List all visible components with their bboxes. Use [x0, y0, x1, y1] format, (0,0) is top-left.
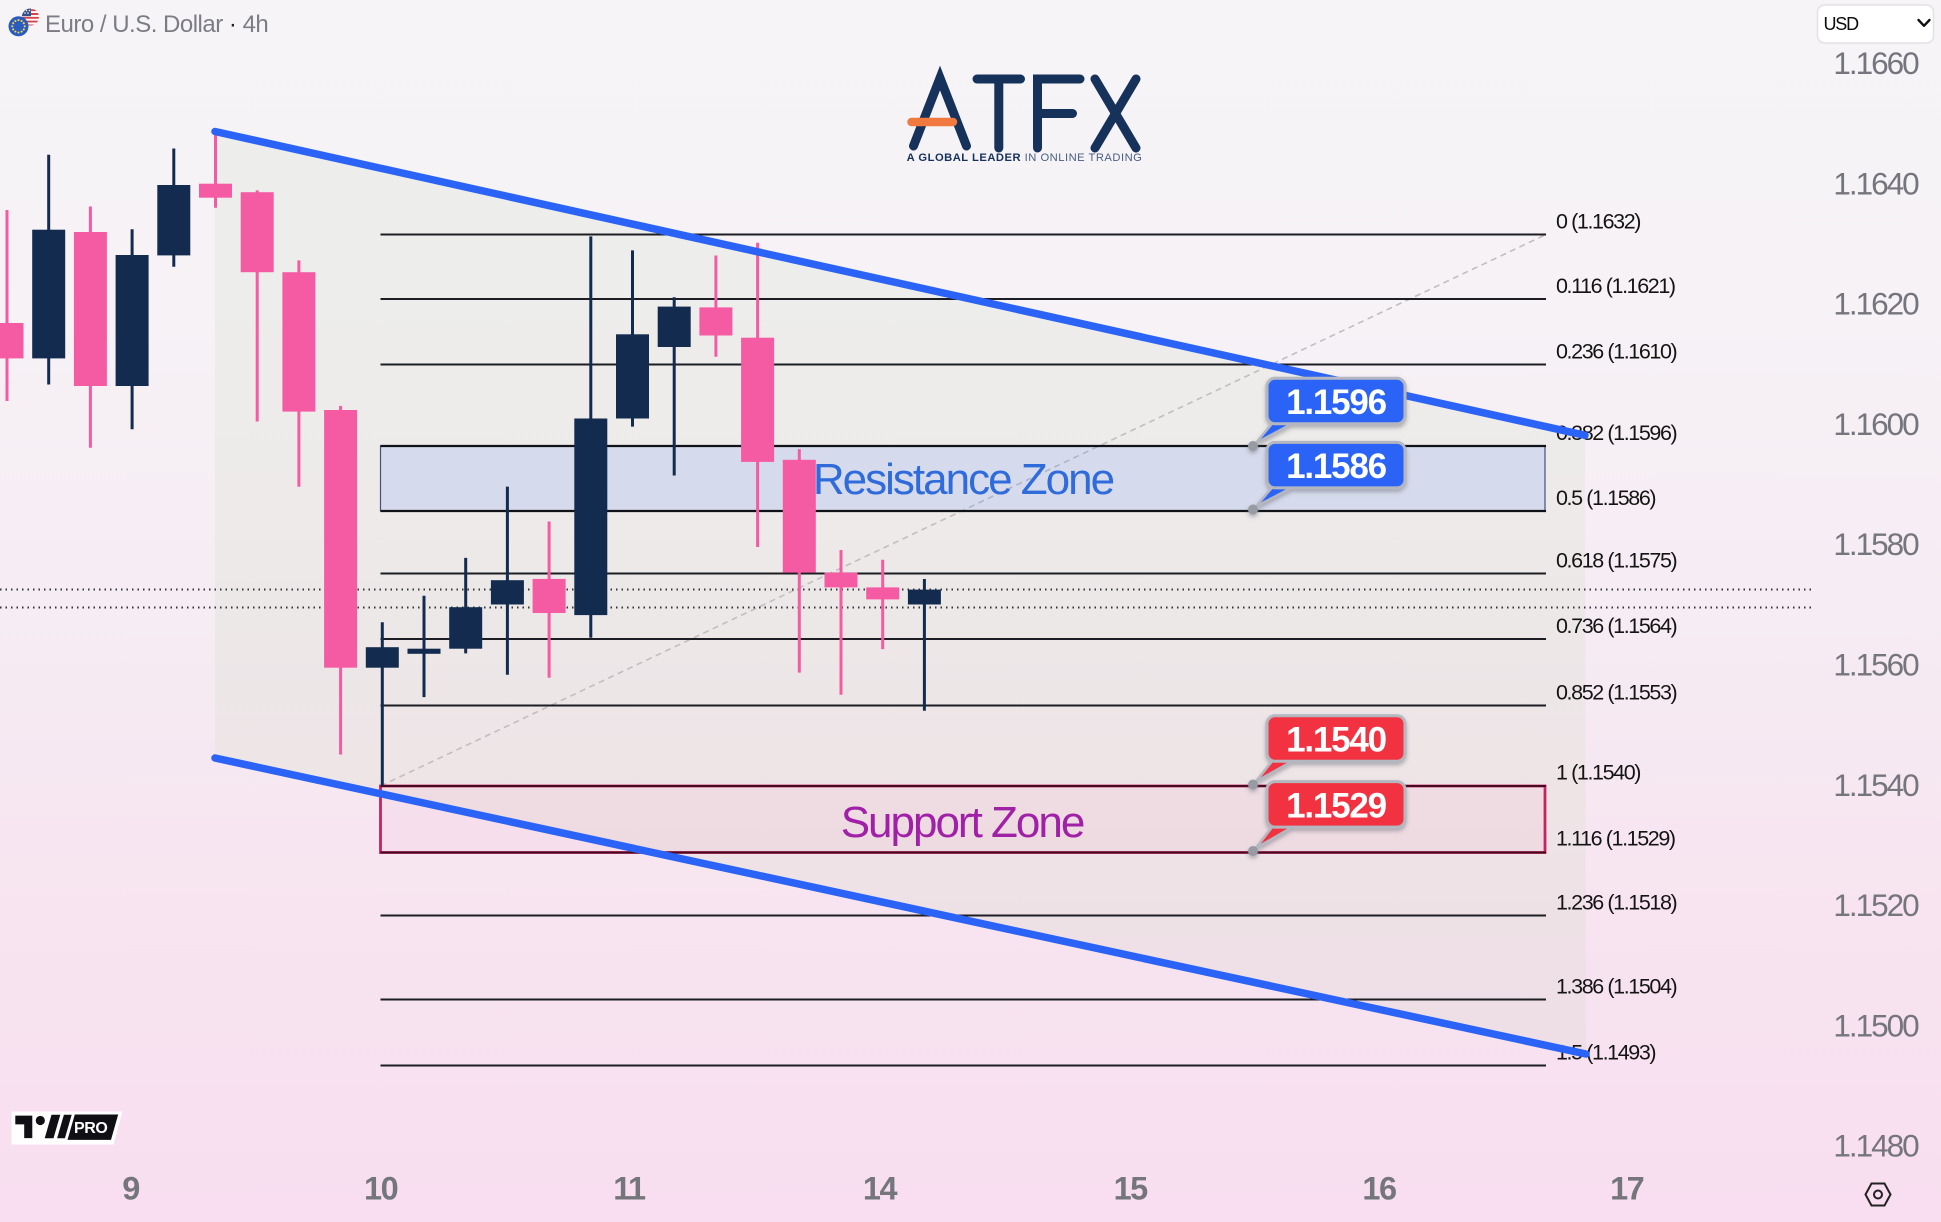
svg-text:1.1640: 1.1640: [1833, 165, 1919, 201]
svg-text:10: 10: [364, 1171, 398, 1207]
svg-text:0.618 (1.1575): 0.618 (1.1575): [1556, 549, 1676, 573]
svg-text:1 (1.1540): 1 (1.1540): [1556, 761, 1640, 785]
svg-text:0.236 (1.1610): 0.236 (1.1610): [1556, 340, 1676, 364]
svg-text:1.116 (1.1529): 1.116 (1.1529): [1556, 827, 1675, 851]
svg-text:1.1586: 1.1586: [1286, 447, 1387, 486]
svg-text:1.1620: 1.1620: [1833, 286, 1919, 322]
svg-text:PRO: PRO: [74, 1120, 107, 1137]
svg-text:1.1540: 1.1540: [1833, 767, 1919, 803]
svg-text:1.1540: 1.1540: [1286, 721, 1387, 760]
svg-text:1.1580: 1.1580: [1833, 526, 1919, 562]
svg-text:11: 11: [613, 1171, 646, 1207]
svg-text:1.386 (1.1504): 1.386 (1.1504): [1556, 975, 1676, 999]
svg-text:17: 17: [1610, 1171, 1644, 1207]
svg-text:1.1560: 1.1560: [1833, 647, 1919, 683]
svg-text:9: 9: [122, 1171, 139, 1207]
svg-text:1.1600: 1.1600: [1833, 406, 1919, 442]
svg-text:1.1596: 1.1596: [1286, 383, 1387, 422]
svg-text:14: 14: [863, 1171, 898, 1207]
svg-text:Euro / U.S. Dollar · 4h: Euro / U.S. Dollar · 4h: [45, 11, 268, 38]
svg-text:0.5 (1.1586): 0.5 (1.1586): [1556, 486, 1655, 510]
svg-text:1.1529: 1.1529: [1286, 786, 1387, 825]
svg-text:0.736 (1.1564): 0.736 (1.1564): [1556, 614, 1676, 638]
svg-text:Resistance Zone: Resistance Zone: [813, 455, 1114, 504]
svg-text:1.1660: 1.1660: [1833, 45, 1919, 81]
svg-text:1.236 (1.1518): 1.236 (1.1518): [1556, 891, 1676, 915]
svg-text:1.1520: 1.1520: [1833, 887, 1919, 923]
svg-text:0.116 (1.1621): 0.116 (1.1621): [1556, 274, 1675, 298]
svg-text:0 (1.1632): 0 (1.1632): [1556, 210, 1640, 234]
svg-text:1.1480: 1.1480: [1833, 1128, 1919, 1164]
svg-text:USD: USD: [1824, 14, 1860, 34]
svg-text:A GLOBAL LEADER IN ONLINE TRAD: A GLOBAL LEADER IN ONLINE TRADING: [907, 152, 1143, 164]
svg-text:Support Zone: Support Zone: [841, 798, 1084, 847]
svg-text:16: 16: [1362, 1171, 1396, 1207]
svg-text:15: 15: [1114, 1171, 1149, 1207]
svg-text:0.852 (1.1553): 0.852 (1.1553): [1556, 681, 1676, 705]
svg-text:1.1500: 1.1500: [1833, 1007, 1919, 1043]
